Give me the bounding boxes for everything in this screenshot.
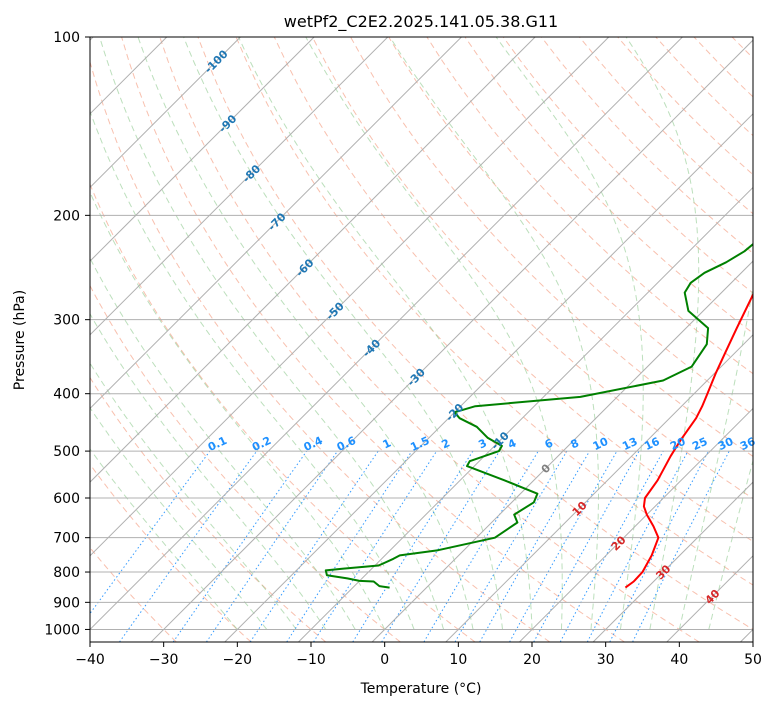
mixing-ratio-label: 30: [716, 435, 736, 453]
moist-adiabat: [625, 37, 700, 630]
mixing-ratio-line: [509, 450, 618, 642]
isotherm-gridline: [371, 260, 753, 642]
dry-adiabat: [273, 37, 753, 543]
dry-adiabat: [90, 60, 551, 642]
dry-adiabat: [502, 37, 753, 294]
mixing-ratio-line: [559, 450, 664, 642]
mixing-ratio-line: [172, 450, 308, 642]
y-tick-label: 1000: [44, 622, 80, 638]
dry-adiabat: [235, 37, 753, 586]
y-tick-label: 900: [53, 595, 80, 611]
moist-adiabat: [137, 37, 474, 630]
mixing-ratio-line: [352, 450, 474, 642]
dry-adiabat: [90, 376, 327, 642]
x-tick-label: −30: [149, 652, 179, 668]
mixing-ratio-line: [632, 450, 730, 642]
y-tick-label: 600: [53, 491, 80, 507]
mixing-ratio-label: 25: [690, 435, 709, 453]
dry-adiabat: [90, 463, 252, 642]
temperature-profile-line: [624, 292, 753, 589]
moist-adiabat: [90, 256, 356, 630]
isotherm-gridline: [519, 407, 753, 642]
y-axis-ticks: 100 200 300 400 500 600 700 800 900 1000: [44, 30, 90, 638]
moist-adiabat: [678, 284, 753, 630]
isotherm-gridline: [90, 37, 683, 631]
isotherm-gridline: [90, 37, 536, 483]
moist-adiabat: [90, 312, 327, 630]
moist-adiabat: [389, 37, 599, 630]
moist-adiabat: [90, 406, 268, 630]
y-tick-label: 200: [53, 208, 80, 224]
isotherm-gridline: [592, 481, 753, 642]
isotherm-gridline: [224, 113, 753, 642]
dry-adiabat: [121, 37, 625, 642]
y-tick-label: 800: [53, 565, 80, 581]
chart-title: wetPf2_C2E2.2025.141.05.38.G11: [284, 12, 558, 32]
isotherm-gridline: [298, 186, 753, 642]
moist-adiabat: [90, 448, 238, 630]
x-axis-ticks: −40 −30 −20 −10 0 10 20 30 40 50: [75, 642, 762, 668]
mixing-ratio-line: [90, 450, 211, 615]
moist-adiabat: [238, 37, 533, 630]
isotherm-gridline: [90, 37, 241, 189]
moist-adiabat: [708, 458, 753, 630]
mixing-ratio-line: [381, 450, 500, 642]
profile-lines: [324, 242, 753, 589]
y-tick-label: 700: [53, 531, 80, 547]
mixing-ratio-line: [313, 450, 438, 642]
mixing-ratio-label: 13: [620, 435, 639, 453]
x-tick-label: −40: [75, 652, 105, 668]
moist-adiabat: [99, 37, 445, 630]
moist-adiabat: [90, 109, 415, 630]
x-tick-label: 30: [597, 652, 615, 668]
dry-adiabat: [311, 37, 753, 500]
mixing-ratio-line: [533, 450, 640, 642]
x-axis-label: Temperature (°C): [360, 681, 482, 697]
moist-adiabat: [90, 362, 297, 630]
mixing-ratio-line: [205, 450, 338, 642]
x-tick-label: 40: [670, 652, 688, 668]
plot-frame: [89, 36, 754, 643]
x-tick-label: 10: [449, 652, 467, 668]
x-tick-label: 50: [744, 652, 762, 668]
mixing-ratio-label: 16: [642, 435, 662, 453]
x-tick-label: −10: [296, 652, 326, 668]
y-axis-label: Pressure (hPa): [12, 290, 28, 390]
mixing-ratio-line: [119, 450, 258, 642]
isotherm-gridline: [90, 37, 462, 410]
dry-adiabat: [197, 37, 753, 630]
dry-adiabat: [159, 37, 700, 642]
isotherm-gridline: [90, 37, 315, 262]
x-tick-label: −20: [223, 652, 253, 668]
y-tick-label: 100: [53, 30, 80, 46]
isotherm-gridline: [150, 39, 753, 642]
y-tick-label: 300: [53, 313, 80, 329]
moist-adiabat: [305, 37, 563, 630]
moist-adiabat: [183, 37, 503, 630]
y-tick-label: 400: [53, 387, 80, 403]
mixing-ratio-line: [249, 450, 379, 642]
dewpoint-profile-line: [324, 242, 753, 589]
mixing-ratio-label: 10: [591, 435, 611, 453]
x-tick-label: 20: [523, 652, 541, 668]
isotherm-gridline: [90, 37, 389, 336]
mixing-ratio-label: 20: [668, 435, 688, 453]
mixing-ratio-line: [286, 450, 413, 642]
x-tick-label: 0: [380, 652, 389, 668]
y-tick-label: 500: [53, 444, 80, 460]
isotherm-gridline: [90, 37, 610, 557]
grid-lines: [90, 37, 753, 642]
isotherm-gridline: [445, 334, 753, 642]
